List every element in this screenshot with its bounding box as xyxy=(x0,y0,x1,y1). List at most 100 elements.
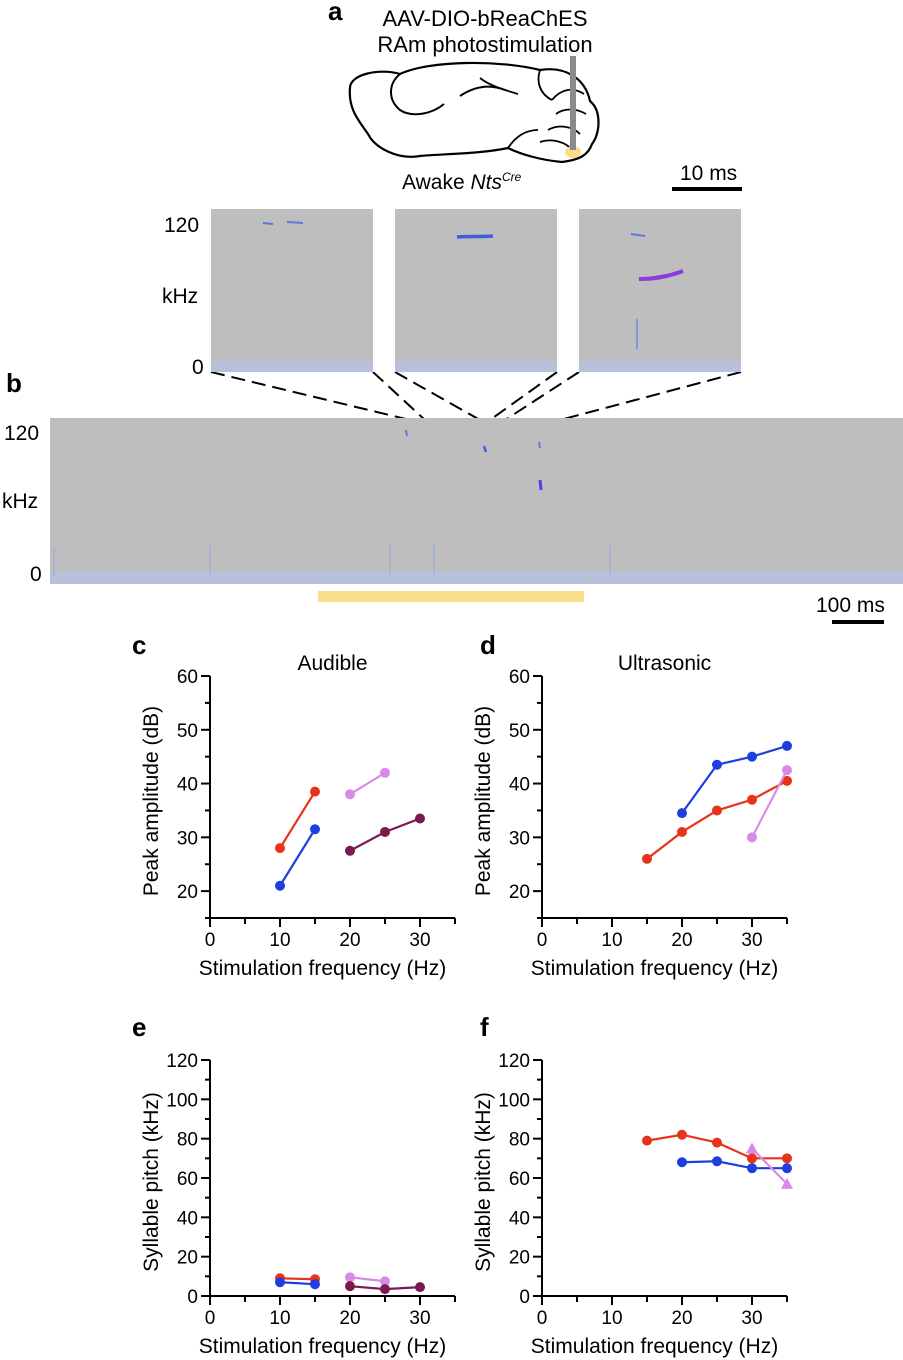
series-line-lilac xyxy=(751,1147,788,1185)
spec-a-y-top: 120 xyxy=(164,214,200,237)
data-point-lilac xyxy=(746,1142,758,1154)
y-tick-label: 50 xyxy=(509,721,530,742)
panel-label-d: d xyxy=(480,630,496,660)
data-point-blue xyxy=(310,1279,320,1290)
data-point-maroon xyxy=(380,826,390,837)
series-line-lilac xyxy=(751,769,788,838)
spec-b-y-unit: kHz xyxy=(2,490,39,513)
panel-label-b: b xyxy=(6,368,22,398)
y-tick-label: 50 xyxy=(177,721,198,742)
series-line-blue xyxy=(681,1160,787,1170)
y-tick-label: 40 xyxy=(177,775,198,796)
data-point-blue xyxy=(712,1156,722,1167)
data-point-lilac xyxy=(380,1276,390,1287)
data-point-lilac xyxy=(747,832,757,843)
chart-title: Ultrasonic xyxy=(618,652,711,675)
chart-ultrasonic-pitch: 0 10 20 30 0 20 40 60 80 100 120 Stimulation freque… xyxy=(472,1051,793,1358)
series-line-blue xyxy=(279,828,316,887)
data-point-maroon xyxy=(380,1284,390,1295)
x-axis-label: Stimulation frequency (Hz) xyxy=(199,957,446,980)
y-tick-label: 100 xyxy=(166,1090,198,1111)
data-point-red xyxy=(712,1137,722,1148)
chart-title: Audible xyxy=(297,652,367,675)
series-line-red xyxy=(279,1277,316,1281)
panel-label-f: f xyxy=(480,1012,489,1042)
data-point-blue xyxy=(275,880,285,891)
x-tick-label: 10 xyxy=(601,1308,622,1329)
data-point-blue xyxy=(712,759,722,770)
spec-a-y-unit: kHz xyxy=(162,285,199,308)
x-tick-label: 20 xyxy=(671,1308,692,1329)
x-tick-label: 30 xyxy=(409,930,430,951)
x-tick-label: 10 xyxy=(269,1308,290,1329)
data-point-lilac xyxy=(781,1177,793,1189)
panel-label-c: c xyxy=(132,630,147,660)
spectrogram-zoom-2 xyxy=(395,209,557,372)
x-tick-label: 30 xyxy=(741,1308,762,1329)
data-point-red xyxy=(677,1129,687,1140)
data-point-blue xyxy=(782,740,792,751)
y-tick-label: 60 xyxy=(177,1169,198,1190)
y-tick-label: 80 xyxy=(509,1130,530,1151)
data-point-maroon xyxy=(415,1282,425,1293)
series-line-red xyxy=(646,779,788,860)
data-point-lilac xyxy=(345,789,355,800)
series-line-lilac xyxy=(349,771,386,796)
spec-b-y-top: 120 xyxy=(4,422,40,445)
x-tick-label: 0 xyxy=(205,1308,216,1329)
data-point-blue xyxy=(677,808,687,819)
optical-fiber xyxy=(570,56,576,150)
y-axis-label: Syllable pitch (kHz) xyxy=(472,1092,495,1272)
data-point-red xyxy=(712,805,722,816)
y-tick-label: 60 xyxy=(509,1169,530,1190)
y-axis-label: Syllable pitch (kHz) xyxy=(140,1092,163,1272)
y-tick-label: 0 xyxy=(519,1287,530,1308)
data-point-blue xyxy=(310,824,320,835)
data-point-red xyxy=(642,1135,652,1146)
spectrogram-full xyxy=(50,418,903,584)
data-point-maroon xyxy=(345,845,355,856)
y-axis-label: Peak amplitude (dB) xyxy=(472,706,495,896)
data-point-red xyxy=(782,1153,792,1164)
chart-ultrasonic-amplitude: Ultrasonic 0 10 20 30 20 30 40 50 60 Stimulation f… xyxy=(472,652,792,980)
x-tick-label: 0 xyxy=(537,1308,548,1329)
x-tick-label: 0 xyxy=(537,930,548,951)
scale-bar-10ms xyxy=(672,187,742,191)
x-tick-label: 20 xyxy=(339,930,360,951)
data-point-blue xyxy=(275,1277,285,1288)
data-point-red xyxy=(275,843,285,854)
virus-label: AAV-DIO-bReaChES xyxy=(382,6,588,31)
x-axis-label: Stimulation frequency (Hz) xyxy=(199,1335,446,1358)
x-tick-label: 30 xyxy=(741,930,762,951)
x-axis-label: Stimulation frequency (Hz) xyxy=(531,957,778,980)
series-line-lilac xyxy=(349,1276,386,1283)
y-tick-label: 20 xyxy=(177,882,198,903)
data-point-lilac xyxy=(345,1272,355,1283)
x-tick-label: 10 xyxy=(601,930,622,951)
data-point-blue xyxy=(747,751,757,762)
data-point-red xyxy=(677,826,687,837)
data-point-red xyxy=(642,853,652,864)
y-tick-label: 40 xyxy=(177,1208,198,1229)
scale-label-100ms: 100 ms xyxy=(816,594,885,617)
y-tick-label: 40 xyxy=(509,1208,530,1229)
y-tick-label: 20 xyxy=(509,882,530,903)
light-spot xyxy=(565,146,581,158)
y-axis-label: Peak amplitude (dB) xyxy=(140,706,163,896)
chart-audible-pitch: 0 10 20 30 0 20 40 60 80 100 120 Stimulation freque… xyxy=(140,1051,456,1358)
y-tick-label: 120 xyxy=(166,1051,198,1072)
y-tick-label: 120 xyxy=(498,1051,530,1072)
y-tick-label: 20 xyxy=(509,1248,530,1269)
data-point-red xyxy=(782,775,792,786)
data-point-maroon xyxy=(415,813,425,824)
photostimulation-bar xyxy=(318,591,584,602)
spectrogram-zoom-3 xyxy=(579,209,741,372)
y-tick-label: 30 xyxy=(177,828,198,849)
photostim-label: RAm photostimulation xyxy=(377,32,593,57)
data-point-blue xyxy=(677,1157,687,1168)
chart-audible-amplitude: Audible 0 10 20 30 20 30 40 50 60 Stimulation freq… xyxy=(140,652,456,980)
x-tick-label: 10 xyxy=(269,930,290,951)
y-tick-label: 60 xyxy=(509,667,530,688)
spec-a-y-bottom: 0 xyxy=(192,356,204,379)
y-tick-label: 30 xyxy=(509,828,530,849)
